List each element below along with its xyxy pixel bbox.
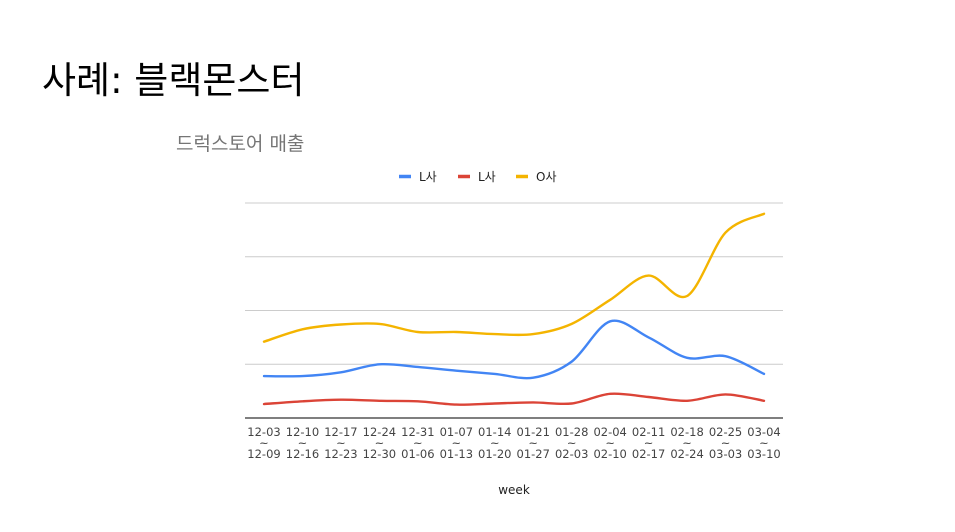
x-tick-label-7: 01-21 ~01-27 — [517, 425, 550, 461]
x-tick-label-9: 02-04 ~02-10 — [593, 425, 626, 461]
legend-label-1: L사 — [478, 170, 496, 184]
series-line-1 — [262, 392, 766, 406]
x-tick-label-6: 01-14 ~01-20 — [478, 425, 511, 461]
legend-label-2: O사 — [536, 170, 557, 184]
x-tick-label-4: 12-31 ~01-06 — [401, 425, 434, 461]
x-tick-label-1: 12-10 ~12-16 — [286, 425, 319, 461]
chart-title: 드럭스토어 매출 — [176, 133, 304, 155]
slide-title: 사례: 블랙몬스터 — [42, 59, 305, 102]
x-tick-label-5: 01-07 ~01-13 — [440, 425, 473, 461]
x-tick-label-2: 12-17 ~12-23 — [324, 425, 357, 461]
legend: L사 L사 O사 — [399, 170, 557, 184]
x-tick-label-12: 02-25 ~03-03 — [709, 425, 742, 461]
legend-label-0: L사 — [419, 170, 437, 184]
x-axis-label: week — [498, 483, 530, 497]
gridlines — [245, 202, 783, 365]
x-tick-label-0: 12-03 ~12-09 — [247, 425, 280, 461]
x-tick-label-11: 02-18 ~02-24 — [670, 425, 703, 461]
series-line-0 — [262, 319, 766, 380]
x-tick-label-13: 03-04 ~03-10 — [747, 425, 780, 461]
x-tick-label-8: 01-28 ~02-03 — [555, 425, 588, 461]
x-tick-label-10: 02-11 ~02-17 — [632, 425, 665, 461]
series-line-2 — [262, 212, 766, 343]
x-tick-label-3: 12-24 ~12-30 — [363, 425, 396, 461]
series-lines — [262, 212, 766, 406]
